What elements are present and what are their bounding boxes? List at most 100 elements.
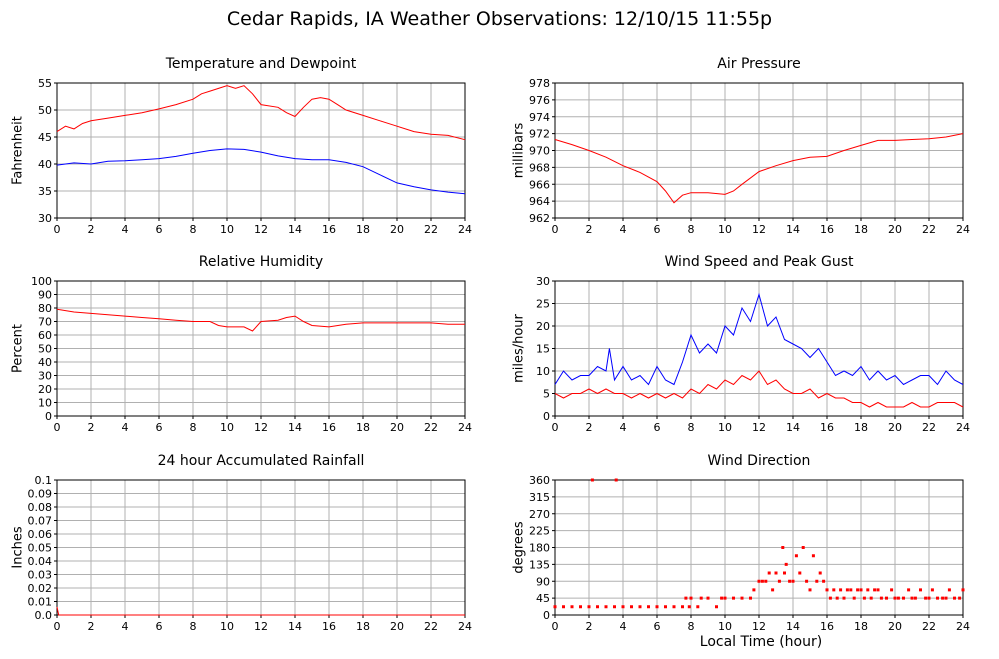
y-tick-label: 360 bbox=[529, 474, 550, 487]
data-point bbox=[579, 605, 582, 609]
chart-title: Temperature and Dewpoint bbox=[165, 56, 357, 72]
series-line bbox=[554, 292, 964, 386]
y-tick-label: 25 bbox=[536, 298, 550, 311]
y-tick-label: 0.01 bbox=[28, 596, 53, 609]
data-point bbox=[706, 596, 710, 600]
x-tick-label: 6 bbox=[156, 223, 163, 236]
x-tick-label: 6 bbox=[156, 421, 163, 434]
data-point bbox=[822, 579, 826, 583]
data-point bbox=[672, 605, 676, 609]
data-point bbox=[562, 605, 565, 609]
y-tick-label: 60 bbox=[38, 329, 52, 342]
y-tick-label: 135 bbox=[529, 558, 550, 571]
x-tick-label: 0 bbox=[54, 620, 61, 633]
x-tick-label: 24 bbox=[956, 421, 970, 434]
x-tick-label: 24 bbox=[458, 421, 472, 434]
data-point bbox=[720, 596, 724, 600]
data-point bbox=[873, 588, 877, 592]
x-tick-label: 22 bbox=[424, 421, 438, 434]
data-point bbox=[953, 596, 956, 600]
y-tick-label: 0 bbox=[45, 410, 52, 423]
x-tick-label: 14 bbox=[288, 223, 302, 236]
x-tick-label: 6 bbox=[654, 421, 661, 434]
x-tick-label: 12 bbox=[254, 620, 268, 633]
x-tick-label: 10 bbox=[220, 421, 234, 434]
data-point bbox=[687, 605, 691, 609]
x-tick-label: 12 bbox=[752, 620, 766, 633]
data-point bbox=[791, 579, 795, 583]
data-point bbox=[767, 571, 771, 575]
x-tick-label: 6 bbox=[654, 223, 661, 236]
data-point bbox=[760, 579, 764, 583]
data-point bbox=[818, 571, 822, 575]
y-tick-label: 0 bbox=[543, 410, 550, 423]
data-point bbox=[684, 596, 688, 600]
pressure-chart: Air Pressure millibars 0 2 4 6 8 10 12 14 16 18 20 22… bbox=[500, 45, 999, 245]
y-tick-label: 90 bbox=[536, 575, 550, 588]
data-point bbox=[647, 605, 650, 609]
x-tick-label: 18 bbox=[356, 421, 370, 434]
x-tick-label: 4 bbox=[620, 620, 627, 633]
chart-title: 24 hour Accumulated Rainfall bbox=[157, 453, 365, 469]
data-point bbox=[699, 596, 703, 600]
x-tick-label: 24 bbox=[458, 620, 472, 633]
y-tick-label: 15 bbox=[536, 343, 550, 356]
data-point bbox=[815, 579, 819, 583]
x-tick-label: 14 bbox=[786, 421, 800, 434]
x-tick-label: 4 bbox=[122, 223, 129, 236]
x-tick-label: 20 bbox=[390, 421, 404, 434]
x-tick-label: 0 bbox=[552, 223, 559, 236]
data-point bbox=[835, 596, 839, 600]
series-line bbox=[56, 85, 466, 141]
x-tick-label: 14 bbox=[288, 620, 302, 633]
x-tick-label: 16 bbox=[820, 620, 834, 633]
data-point bbox=[752, 588, 756, 592]
data-point bbox=[919, 588, 922, 592]
plot-svg: 0 2 4 6 8 10 12 14 16 18 20 22 240102030405060708090… bbox=[31, 275, 472, 434]
y-tick-label: 962 bbox=[529, 212, 550, 225]
data-point bbox=[732, 596, 735, 600]
x-tick-label: 0 bbox=[54, 223, 61, 236]
wind-chart: Wind Speed and Peak Gust miles/hour 0 2 4 6 8 1… bbox=[500, 245, 999, 445]
x-tick-label: 16 bbox=[820, 223, 834, 236]
x-tick-label: 12 bbox=[752, 223, 766, 236]
wind-direction-chart: Wind Direction degrees 0 2 4 6 8 10 12 14 16 18 20 22… bbox=[500, 445, 999, 659]
y-tick-label: 50 bbox=[38, 104, 52, 117]
data-point bbox=[862, 596, 866, 600]
x-tick-label: 2 bbox=[88, 223, 95, 236]
data-point bbox=[805, 579, 809, 583]
y-tick-label: 35 bbox=[38, 185, 52, 198]
x-tick-label: 20 bbox=[888, 421, 902, 434]
x-tick-label: 2 bbox=[88, 620, 95, 633]
x-axis-label: Local Time (hour) bbox=[699, 634, 823, 650]
y-tick-label: 0.05 bbox=[28, 542, 53, 555]
y-tick-label: 0.04 bbox=[28, 555, 53, 568]
y-tick-label: 0.02 bbox=[28, 582, 53, 595]
chart-title: Air Pressure bbox=[717, 56, 801, 72]
x-tick-label: 22 bbox=[922, 421, 936, 434]
y-tick-label: 90 bbox=[38, 289, 52, 302]
data-point bbox=[587, 605, 591, 609]
data-point bbox=[689, 596, 693, 600]
y-tick-label: 964 bbox=[529, 195, 550, 208]
data-point bbox=[832, 588, 836, 592]
series-line bbox=[56, 606, 465, 616]
y-tick-label: 970 bbox=[529, 145, 550, 158]
y-tick-label: 20 bbox=[536, 320, 550, 333]
series-line bbox=[56, 148, 466, 195]
data-point bbox=[590, 478, 594, 482]
x-tick-label: 24 bbox=[458, 223, 472, 236]
y-tick-label: 270 bbox=[529, 508, 550, 521]
x-tick-label: 12 bbox=[254, 421, 268, 434]
data-point bbox=[859, 588, 863, 592]
x-tick-label: 18 bbox=[356, 223, 370, 236]
x-tick-label: 22 bbox=[424, 620, 438, 633]
data-point bbox=[885, 596, 888, 600]
y-tick-label: 10 bbox=[536, 365, 550, 378]
x-tick-label: 8 bbox=[190, 620, 197, 633]
data-point bbox=[723, 596, 727, 600]
y-tick-label: 0.08 bbox=[28, 501, 53, 514]
data-point bbox=[777, 579, 781, 583]
